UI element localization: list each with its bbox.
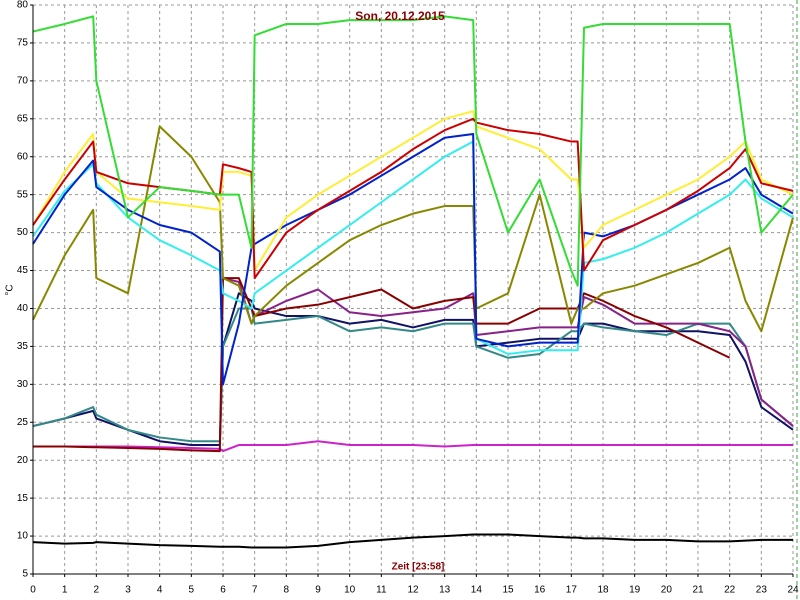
data-line [32, 110, 794, 272]
x-tick-label: 7 [252, 585, 258, 596]
x-tick-label: 3 [125, 585, 131, 596]
y-tick-label: 5 [22, 569, 28, 580]
y-tick-label: 60 [17, 151, 29, 162]
y-tick-label: 25 [17, 417, 29, 428]
y-tick-label: 80 [17, 0, 29, 11]
data-line [32, 307, 794, 443]
data-line [32, 15, 794, 287]
x-tick-label: 0 [30, 585, 36, 596]
data-line [32, 533, 793, 549]
y-tick-label: 30 [17, 379, 29, 390]
x-tick-label: 6 [220, 585, 226, 596]
x-tick-label: 18 [597, 585, 609, 596]
x-tick-label: 22 [724, 585, 736, 596]
data-line [33, 277, 731, 453]
y-tick-label: 15 [17, 493, 29, 504]
y-tick-label: 70 [17, 76, 29, 87]
lines [32, 15, 794, 549]
y-axis-label: °C [5, 284, 16, 295]
y-tick-label: 75 [17, 38, 29, 49]
y-tick-label: 10 [17, 531, 29, 542]
x-tick-label: 5 [189, 585, 195, 596]
x-tick-label: 12 [407, 585, 419, 596]
y-tick-label: 35 [17, 341, 29, 352]
data-line [32, 140, 794, 355]
x-tick-label: 1 [62, 585, 68, 596]
x-tick-label: 19 [629, 585, 641, 596]
x-tick-label: 8 [284, 585, 290, 596]
x-tick-label: 23 [756, 585, 768, 596]
x-tick-label: 14 [471, 585, 483, 596]
y-tick-label: 40 [17, 303, 29, 314]
y-tick-label: 50 [17, 227, 29, 238]
y-tick-label: 45 [17, 265, 29, 276]
x-tick-label: 9 [315, 585, 321, 596]
x-tick-label: 4 [157, 585, 163, 596]
x-tick-label: 10 [344, 585, 356, 596]
x-tick-label: 17 [566, 585, 578, 596]
x-tick-label: 11 [376, 585, 387, 596]
x-tick-label: 13 [439, 585, 451, 596]
x-axis-label: Zeit [23:58] [392, 562, 445, 573]
data-line [32, 292, 794, 447]
y-tick-label: 55 [17, 189, 29, 200]
x-tick-label: 15 [502, 585, 514, 596]
y-tick-label: 65 [17, 113, 29, 124]
x-tick-label: 20 [661, 585, 673, 596]
y-tick-label: 20 [17, 455, 29, 466]
data-line [222, 277, 794, 427]
chart-title: Son, 20.12.2015 [355, 9, 445, 23]
x-tick-label: 24 [787, 585, 799, 596]
x-tick-label: 16 [534, 585, 546, 596]
x-tick-label: 21 [692, 585, 704, 596]
x-tick-label: 2 [94, 585, 100, 596]
data-line [33, 440, 793, 453]
data-line [32, 125, 794, 333]
